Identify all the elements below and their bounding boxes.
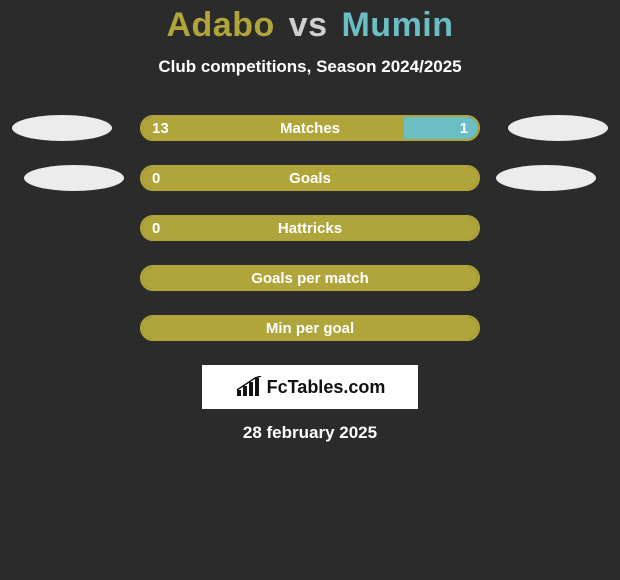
player2-oval — [496, 165, 596, 191]
stat-row: Goals per match — [0, 265, 620, 291]
date-label: 28 february 2025 — [0, 423, 620, 443]
stat-value-p1: 0 — [142, 220, 160, 237]
player1-oval — [24, 165, 124, 191]
header: Adabo vs Mumin Club competitions, Season… — [0, 0, 620, 77]
stat-value-p1: 0 — [142, 170, 160, 187]
stat-value-p2: 1 — [460, 120, 478, 137]
bar-segment-p1 — [142, 317, 478, 339]
page-title: Adabo vs Mumin — [0, 6, 620, 45]
bar-segment-p1: 13 — [142, 117, 404, 139]
stat-row: 0Goals — [0, 165, 620, 191]
bar-segment-p1: 0 — [142, 217, 478, 239]
logo-text: FcTables.com — [267, 377, 386, 398]
stat-bar: Min per goal — [140, 315, 480, 341]
vs-label: vs — [289, 6, 328, 44]
stat-bar: 0Hattricks — [140, 215, 480, 241]
stat-bar: 131Matches — [140, 115, 480, 141]
logo-box: FcTables.com — [202, 365, 418, 409]
stat-row: 131Matches — [0, 115, 620, 141]
stat-bar: Goals per match — [140, 265, 480, 291]
bar-segment-p1 — [142, 267, 478, 289]
player2-name: Mumin — [341, 6, 453, 44]
subtitle: Club competitions, Season 2024/2025 — [0, 57, 620, 77]
player2-oval — [508, 115, 608, 141]
bar-segment-p1: 0 — [142, 167, 478, 189]
stat-row: Min per goal — [0, 315, 620, 341]
player1-oval — [12, 115, 112, 141]
stats-rows: 131Matches0Goals0HattricksGoals per matc… — [0, 115, 620, 341]
player1-name: Adabo — [166, 6, 274, 44]
stat-row: 0Hattricks — [0, 215, 620, 241]
stat-bar: 0Goals — [140, 165, 480, 191]
bar-segment-p2: 1 — [404, 117, 478, 139]
stat-value-p1: 13 — [142, 120, 169, 137]
bars-icon — [235, 376, 263, 398]
